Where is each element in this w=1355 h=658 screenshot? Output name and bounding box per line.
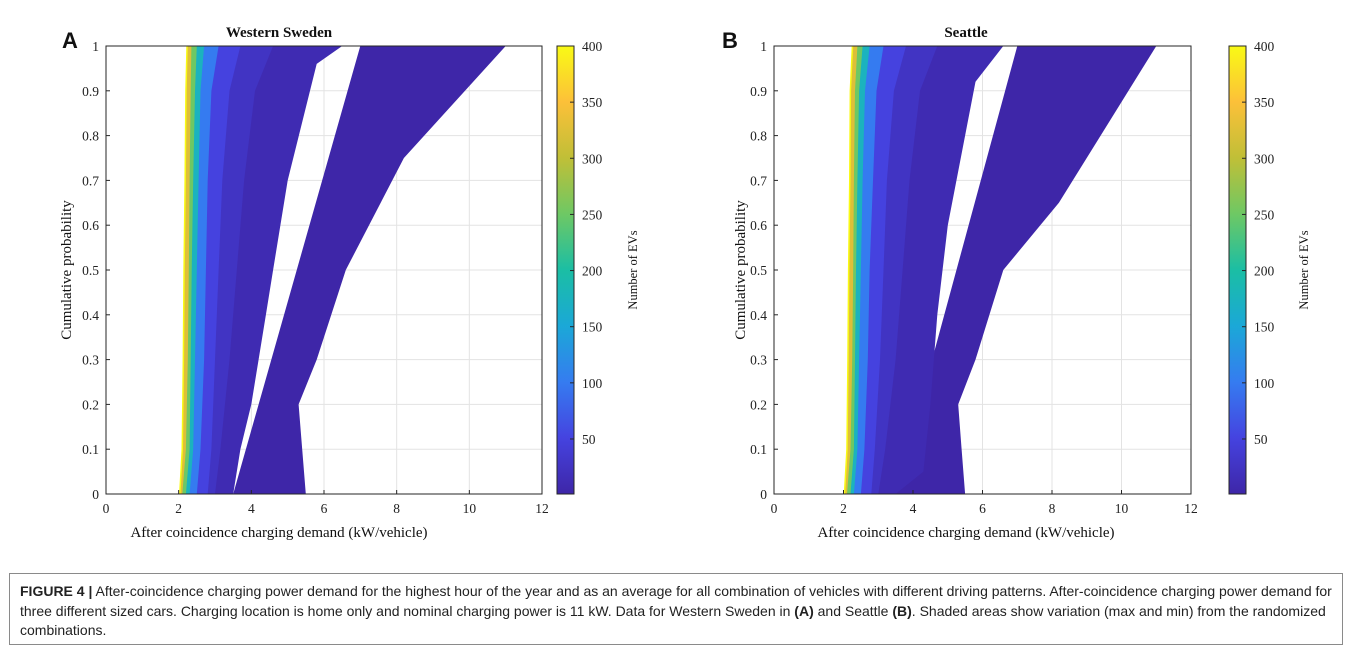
y-axis-label-b: Cumulative probability bbox=[733, 200, 749, 340]
y-tick-label: 0.5 bbox=[750, 263, 767, 278]
demand-band bbox=[233, 46, 506, 494]
caption-text-2: and Seattle bbox=[813, 602, 893, 619]
caption-ref-b: (B) bbox=[892, 602, 912, 619]
colorbar-tick-label: 150 bbox=[582, 320, 603, 335]
y-tick-label: 0.9 bbox=[750, 84, 767, 99]
y-tick-label: 0.6 bbox=[750, 218, 767, 233]
caption-text-1: After-coincidence charging power demand … bbox=[20, 583, 1332, 619]
colorbar-tick-label: 150 bbox=[1254, 320, 1275, 335]
panel-title-b: Seattle bbox=[944, 25, 988, 41]
x-axis-label-b: After coincidence charging demand (kW/ve… bbox=[817, 525, 1114, 541]
colorbar-tick-label: 400 bbox=[1254, 39, 1275, 54]
x-tick-label: 8 bbox=[393, 501, 400, 516]
x-tick-label: 6 bbox=[321, 501, 328, 516]
y-tick-label: 0.9 bbox=[82, 84, 99, 99]
figure-caption: FIGURE 4 | After-coincidence charging po… bbox=[9, 573, 1343, 645]
colorbar-b: 50 100 150 200 250 300 350 400 bbox=[1228, 39, 1275, 495]
y-tick-label: 0.6 bbox=[82, 218, 99, 233]
empty-region bbox=[106, 46, 187, 494]
x-tick-label: 0 bbox=[771, 501, 778, 516]
panel-label-a: A bbox=[62, 28, 78, 53]
colorbar-tick-label: 200 bbox=[582, 264, 603, 279]
y-tick-label: 0.2 bbox=[750, 397, 767, 412]
colorbar-tick-label: 100 bbox=[582, 376, 603, 391]
y-tick-label: 0.2 bbox=[82, 397, 99, 412]
y-tick-label: 0.8 bbox=[750, 129, 767, 144]
colorbar-tick-label: 300 bbox=[1254, 151, 1275, 166]
y-tick-label: 0 bbox=[760, 487, 767, 502]
panel-label-b: B bbox=[722, 28, 738, 53]
y-tick-label: 1 bbox=[760, 39, 767, 54]
colorbar-tick-label: 400 bbox=[582, 39, 603, 54]
x-tick-label: 2 bbox=[175, 501, 182, 516]
x-tick-label: 12 bbox=[535, 501, 549, 516]
colorbar-label-b: Number of EVs bbox=[1297, 230, 1311, 309]
x-tick-label: 4 bbox=[248, 501, 255, 516]
y-axis-label-a: Cumulative probability bbox=[59, 200, 75, 340]
y-tick-label: 0.7 bbox=[82, 173, 99, 188]
colorbar-label-a: Number of EVs bbox=[626, 230, 640, 309]
colorbar-gradient bbox=[556, 45, 575, 495]
y-tick-label: 0.3 bbox=[82, 353, 99, 368]
colorbar-gradient bbox=[1228, 45, 1247, 495]
y-tick-label: 0 bbox=[92, 487, 99, 502]
colorbar-tick-label: 50 bbox=[582, 432, 596, 447]
x-tick-label: 2 bbox=[840, 501, 847, 516]
colorbar-tick-label: 250 bbox=[582, 207, 603, 222]
panel-b: B Seattle 0 2 4 6 8 10 12 0 0.1 0.2 0.3 0.4 0.5 0.6 0.… bbox=[722, 25, 1311, 541]
caption-figure-label: FIGURE 4 | bbox=[20, 583, 93, 599]
panel-a: A Western Sweden 0 2 4 6 8 10 1200.10.20.30.40… bbox=[59, 25, 640, 541]
x-tick-label: 6 bbox=[979, 501, 986, 516]
y-tick-label: 0.1 bbox=[750, 442, 767, 457]
plot-area-a: 0 2 4 6 8 10 12 0 0.1 0.2 0.3 0.4 0.5 0.6 0.7 0.8 0.9 1 bbox=[82, 39, 549, 516]
x-tick-label: 4 bbox=[910, 501, 917, 516]
empty-region bbox=[774, 46, 852, 494]
colorbar-tick-label: 350 bbox=[1254, 95, 1275, 110]
colorbar-tick-label: 350 bbox=[582, 95, 603, 110]
x-tick-label: 10 bbox=[463, 501, 477, 516]
panel-title-a: Western Sweden bbox=[226, 25, 333, 41]
y-tick-label: 0.3 bbox=[750, 353, 767, 368]
y-tick-label: 0.4 bbox=[750, 308, 767, 323]
x-tick-label: 12 bbox=[1184, 501, 1198, 516]
colorbar-tick-label: 50 bbox=[1254, 432, 1268, 447]
y-tick-label: 0.5 bbox=[82, 263, 99, 278]
x-axis-label-a: After coincidence charging demand (kW/ve… bbox=[130, 525, 427, 541]
caption-ref-a: (A) bbox=[794, 602, 814, 619]
x-tick-label: 8 bbox=[1049, 501, 1056, 516]
y-tick-label: 0.1 bbox=[82, 442, 99, 457]
colorbar-tick-label: 200 bbox=[1254, 264, 1275, 279]
y-tick-label: 0.8 bbox=[82, 129, 99, 144]
y-tick-label: 0.7 bbox=[750, 173, 767, 188]
y-tick-label: 0.4 bbox=[82, 308, 99, 323]
caption-text-3: . Shaded areas show variation (max and m… bbox=[20, 602, 1326, 639]
y-tick-label: 1 bbox=[92, 39, 99, 54]
colorbar-tick-label: 100 bbox=[1254, 376, 1275, 391]
plot-area-b: 0 2 4 6 8 10 12 0 0.1 0.2 0.3 0.4 0.5 0.6 0.7 0.8 0.9 1 bbox=[750, 39, 1198, 516]
colorbar-tick-label: 250 bbox=[1254, 207, 1275, 222]
colorbar-tick-label: 300 bbox=[582, 151, 603, 166]
demand-band bbox=[895, 46, 1157, 494]
x-tick-label: 0 bbox=[103, 501, 110, 516]
colorbar-a: 50 100 150 200 250 300 350 400 bbox=[556, 39, 603, 495]
x-tick-label: 10 bbox=[1115, 501, 1129, 516]
